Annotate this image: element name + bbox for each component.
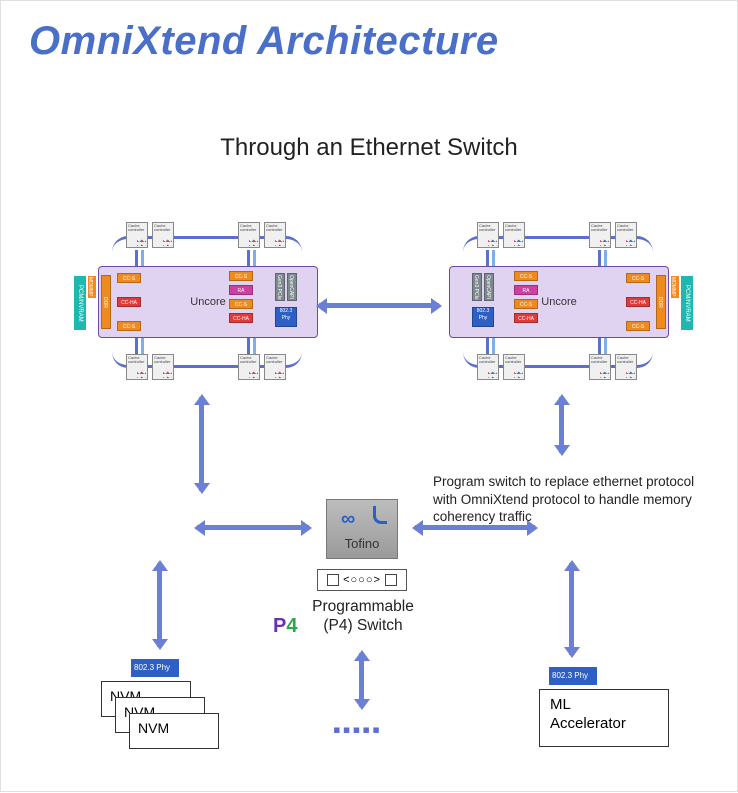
tag-pcm-nvram: PCM/NVRAM [681, 276, 693, 330]
connector-arrow [415, 525, 535, 530]
cache-pair: Cache controllerCache controller [126, 222, 174, 250]
tofino-chip: ∞ Tofino [326, 499, 398, 559]
block-ddr: DDR [656, 275, 666, 329]
tag-ddr: MDMMP [88, 276, 96, 298]
block-cc-s: CC-S [229, 299, 253, 309]
uncore-node-right: Uncore CC-S CC-HA CC-S CC-S RA CC-S CC-H… [419, 216, 699, 388]
connector-arrow [559, 397, 564, 453]
cache-controller: Cache controller [264, 222, 286, 248]
block-cc-ha: CC-HA [626, 297, 650, 307]
nvm-box: NVM [129, 713, 219, 749]
cache-controller: Cache controller [238, 222, 260, 248]
block-cc-s: CC-S [117, 321, 141, 331]
switch-note: Program switch to replace ethernet proto… [433, 473, 698, 526]
diagram-stage: Uncore CC-S CC-HA CC-S CC-S RA CC-S CC-H… [1, 1, 738, 793]
infinity-icon: ∞ [341, 508, 355, 531]
block-ra: RA [229, 285, 253, 295]
cache-controller: Cache controller [264, 354, 286, 380]
block-cc-s: CC-S [626, 273, 650, 283]
block-cc-ha: CC-HA [514, 313, 538, 323]
ellipsis-icon: ▪▪▪▪▪ [333, 717, 382, 743]
p4-letter-p: P [273, 615, 286, 637]
block-cc-s: CC-S [514, 271, 538, 281]
cache-pair: Cache controllerCache controller [477, 354, 525, 382]
block-cc-s: CC-S [514, 299, 538, 309]
cache-pair: Cache controllerCache controller [126, 354, 174, 382]
block-pcie: Gen3 PCIe [472, 273, 482, 301]
block-cc-s: CC-S [229, 271, 253, 281]
cache-controller: Cache controller [589, 354, 611, 380]
connector-arrow [359, 653, 364, 707]
cache-controller: Cache controller [126, 222, 148, 248]
block-cc-ha: CC-HA [117, 297, 141, 307]
connector-arrow [569, 563, 574, 655]
cache-controller: Cache controller [615, 222, 637, 248]
cache-controller: Cache controller [152, 354, 174, 380]
uncore-label: Uncore [541, 296, 576, 308]
cache-controller: Cache controller [589, 222, 611, 248]
block-cc-s: CC-S [626, 321, 650, 331]
cache-controller: Cache controller [503, 354, 525, 380]
uncore-plate: Uncore CC-S CC-HA CC-S CC-S RA CC-S CC-H… [98, 266, 318, 338]
cache-controller: Cache controller [238, 354, 260, 380]
cache-pair: Cache controllerCache controller [589, 354, 637, 382]
cache-controller: Cache controller [152, 222, 174, 248]
uncore-node-left: Uncore CC-S CC-HA CC-S CC-S RA CC-S CC-H… [68, 216, 348, 388]
cache-controller: Cache controller [477, 222, 499, 248]
cache-pair: Cache controllerCache controller [589, 222, 637, 250]
block-opencapi: OpenCAPI [287, 273, 297, 301]
connector-arrow [197, 525, 309, 530]
block-ra: RA [514, 285, 538, 295]
switch-caption-line2: (P4) Switch [323, 617, 402, 634]
cache-controller: Cache controller [477, 354, 499, 380]
p4-letter-4: 4 [286, 615, 297, 637]
block-ddr: DDR [101, 275, 111, 329]
block-pcie: Gen3 PCIe [275, 273, 285, 301]
ml-accelerator-box: MLAccelerator [539, 689, 669, 747]
connector-arrow [199, 397, 204, 491]
connector-arrow [157, 563, 162, 647]
foot-icon [373, 506, 387, 524]
cache-pair: Cache controllerCache controller [238, 354, 286, 382]
cache-controller: Cache controller [126, 354, 148, 380]
p4-badge-icon: P4 [273, 615, 297, 638]
block-phy: 802.3 Phy [472, 307, 494, 327]
connector-arrow [319, 303, 439, 308]
cache-controller: Cache controller [503, 222, 525, 248]
phy-chip-nvm: 802.3 Phy [131, 659, 179, 677]
uncore-plate: Uncore CC-S CC-HA CC-S CC-S RA CC-S CC-H… [449, 266, 669, 338]
tag-ddr: MDMMP [671, 276, 679, 298]
tofino-label: Tofino [345, 536, 380, 551]
block-cc-s: CC-S [117, 273, 141, 283]
block-phy: 802.3 Phy [275, 307, 297, 327]
cache-pair: Cache controllerCache controller [477, 222, 525, 250]
ml-label: MLAccelerator [550, 696, 626, 732]
uncore-label: Uncore [190, 296, 225, 308]
block-opencapi: OpenCAPI [484, 273, 494, 301]
phy-chip-ml: 802.3 Phy [549, 667, 597, 685]
cache-pair: Cache controllerCache controller [238, 222, 286, 250]
switch-strip-icon: <○○○> [317, 569, 407, 591]
block-cc-ha: CC-HA [229, 313, 253, 323]
cache-controller: Cache controller [615, 354, 637, 380]
switch-caption-line1: Programmable [312, 598, 414, 615]
